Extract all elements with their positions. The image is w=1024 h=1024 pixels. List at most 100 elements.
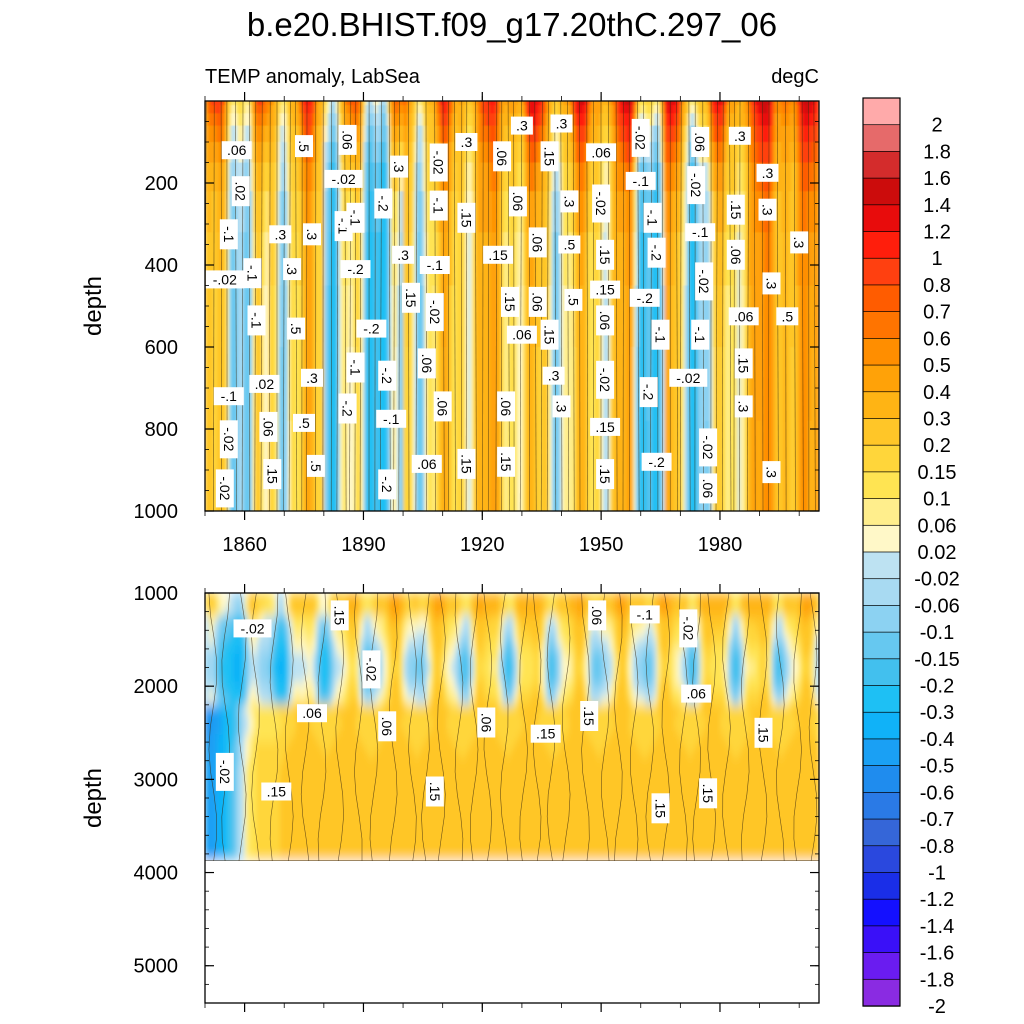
colorbar-swatch [862,177,901,206]
colorbar-swatch [862,578,901,607]
contour-label: .15 [330,600,349,631]
colorbar-label: -1 [928,863,946,885]
colorbar-label: 0.2 [923,435,951,457]
contour-label: .5 [558,235,581,254]
contour-label: -.02 [205,270,244,289]
colorbar-label: -0.4 [920,729,954,751]
svg-text:.3: .3 [554,401,570,413]
contour-label: -.02 [699,428,718,467]
contour-label: .15 [596,459,615,490]
contour-label: .06 [596,305,615,336]
contour-label: .3 [550,114,573,133]
contour-label: .06 [726,239,745,270]
svg-text:-.2: -.2 [649,245,665,262]
contour-label: -.02 [362,650,381,689]
contour-label: -.1 [429,190,448,221]
upper-x-axis: 1860 1890 1920 1950 1980 [204,92,800,556]
contour-label: -.2 [641,452,672,471]
colorbar-label: -1.6 [920,943,954,965]
colorbar-swatch [862,738,901,767]
svg-text:.15: .15 [502,292,518,312]
colorbar: 2 1.8 1.6 1.4 1.2 1 0.8 0.7 0.6 0.5 0.4 0.3 0.2 0.15 0… [862,97,960,1018]
colorbar-swatch [862,898,901,927]
contour-label: -.1 [625,171,656,190]
svg-text:-.02: -.02 [431,150,447,174]
colorbar-label: 0.02 [918,542,957,564]
contour-label: .06 [506,325,537,344]
lower-x-axis [204,584,800,1012]
svg-text:.06: .06 [494,147,510,167]
svg-text:-.2: -.2 [340,400,356,417]
contour-label: -.02 [324,169,363,188]
colorbar-label: 0.06 [918,515,957,537]
colorbar-swatch [862,444,901,473]
svg-text:.3: .3 [461,134,473,150]
svg-text:.15: .15 [498,452,514,472]
colorbar-swatch [862,204,901,233]
svg-text:.06: .06 [419,354,435,374]
colorbar-swatch [862,524,901,553]
svg-text:.3: .3 [762,165,774,181]
svg-text:-.02: -.02 [332,171,356,187]
contour-label: -.02 [669,368,708,387]
svg-text:-.1: -.1 [245,265,261,282]
svg-text:-.1: -.1 [348,359,364,376]
svg-text:-.1: -.1 [645,210,661,227]
contour-label: -.02 [219,420,238,459]
upper-y-axis: 200 400 600 800 1000 [134,100,819,523]
svg-text:-.2: -.2 [641,384,657,401]
colorbar-frame [862,97,901,1007]
contour-label: -.1 [243,258,262,289]
x-tick-label: 1980 [698,534,743,556]
svg-text:.02: .02 [255,376,275,392]
svg-text:-.02: -.02 [688,173,704,197]
contour-label: -.2 [639,377,658,408]
contour-label: .15 [580,701,599,731]
svg-text:.3: .3 [304,228,320,240]
svg-text:-.2: -.2 [648,454,665,470]
contour-label: .15 [530,724,561,743]
contour-label: .5 [293,413,315,432]
colorbar-swatch [862,338,901,366]
contour-label: .3 [269,225,292,244]
svg-text:.15: .15 [403,288,419,308]
svg-text:.3: .3 [284,263,300,275]
contour-label: -.02 [215,469,234,508]
colorbar-swatch [862,311,901,340]
colorbar-label: 0.6 [923,328,951,350]
contour-label: -.1 [247,305,266,336]
contour-label: .3 [303,223,321,246]
svg-text:.06: .06 [597,311,613,331]
x-tick-label: 1920 [460,534,505,556]
contour-label: -.2 [338,393,357,424]
svg-text:-.02: -.02 [593,191,609,215]
subtitle-units: degC [771,66,819,88]
lower-y-axis-label: depth [80,768,107,828]
contour-label: .15 [590,417,621,436]
colorbar-label: 1.6 [923,168,951,190]
y-tick-label: 4000 [134,863,179,885]
lower-panel: -.02 .15 -.02 .06 .06 -.02 .15 .15 .06 .15 .15 .06 -… [80,583,820,1012]
contour-label: .06 [411,454,442,473]
colorbar-swatch [862,471,901,500]
contour-label: -.02 [679,609,698,648]
colorbar-swatch [862,952,901,980]
svg-text:.15: .15 [488,247,508,263]
contour-label: .5 [776,307,799,326]
svg-text:.02: .02 [233,181,249,201]
contour-label: .15 [540,141,559,172]
y-tick-label: 800 [145,419,178,441]
svg-text:.06: .06 [692,132,708,152]
colorbar-label: -0.2 [920,676,954,698]
colorbar-label: 1.2 [923,222,951,244]
colorbar-label: 0.5 [923,355,951,377]
colorbar-swatch [862,364,901,393]
contour-label: -.2 [374,188,393,219]
colorbar-swatch [862,551,901,580]
contour-label: .3 [392,245,415,264]
contour-label: .5 [564,288,583,311]
svg-text:-.2: -.2 [379,368,395,385]
colorbar-label: 2 [931,115,942,137]
svg-text:.06: .06 [435,397,451,417]
colorbar-swatch [862,818,901,847]
